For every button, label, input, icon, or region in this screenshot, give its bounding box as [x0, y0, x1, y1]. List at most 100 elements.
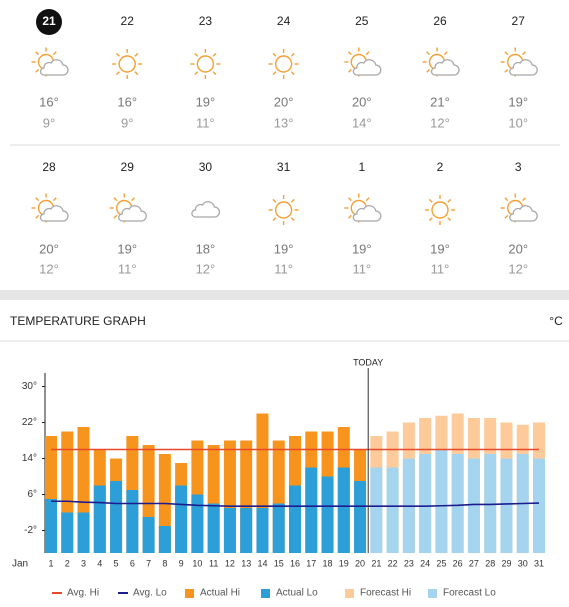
- high-temp: 19°: [508, 94, 528, 109]
- day-number: 30: [199, 160, 213, 174]
- bar: [207, 503, 220, 553]
- graph-unit: °C: [549, 314, 563, 328]
- today-label: TODAY: [353, 357, 383, 367]
- low-temp: 10°: [508, 115, 528, 130]
- x-axis-label: Jan: [12, 559, 28, 570]
- high-temp: 19°: [196, 94, 216, 109]
- sun-ray: [290, 217, 295, 222]
- x-tick-label: 2: [65, 558, 70, 568]
- x-tick-label: 23: [404, 558, 414, 568]
- bar: [61, 512, 74, 553]
- average-line: [51, 500, 540, 507]
- bar: [305, 467, 318, 553]
- day-number: 27: [512, 14, 526, 28]
- x-tick-label: 11: [209, 558, 218, 568]
- bar: [110, 481, 123, 553]
- cloud-icon: [509, 59, 538, 76]
- sun-icon: [118, 55, 136, 73]
- low-temp: 12°: [430, 115, 450, 130]
- low-temp: 14°: [352, 115, 372, 130]
- bar: [142, 517, 155, 553]
- x-tick-label: 10: [192, 558, 202, 568]
- high-temp: 20°: [39, 241, 59, 256]
- sun-ray: [443, 51, 448, 56]
- bar: [500, 458, 513, 553]
- x-tick-label: 31: [534, 558, 544, 568]
- x-tick-label: 30: [518, 558, 528, 568]
- x-tick-label: 7: [146, 558, 151, 568]
- y-tick-label: 22°: [22, 417, 37, 428]
- sun-ray: [426, 51, 431, 56]
- sun-ray: [212, 52, 217, 57]
- sun-ray: [426, 68, 431, 73]
- high-temp: 21°: [430, 94, 450, 109]
- high-temp: 16°: [117, 94, 137, 109]
- bar: [272, 503, 285, 553]
- x-tick-label: 26: [453, 558, 463, 568]
- legend-swatch: [345, 589, 354, 598]
- bar: [467, 458, 480, 553]
- cloud-icon: [352, 59, 382, 76]
- sun-ray: [212, 71, 217, 76]
- cloud-icon: [191, 201, 220, 218]
- bar: [191, 494, 204, 553]
- y-tick-label: -2°: [24, 525, 37, 536]
- bar: [354, 481, 367, 553]
- day-number: 23: [199, 14, 213, 28]
- x-tick-label: 14: [257, 558, 267, 568]
- sun-ray: [428, 217, 433, 222]
- day-number: 29: [121, 160, 135, 174]
- high-temp: 19°: [430, 241, 450, 256]
- sun-ray: [272, 198, 277, 203]
- bar: [484, 454, 497, 553]
- sun-ray: [194, 71, 199, 76]
- sun-ray: [194, 52, 199, 57]
- legend-label: Avg. Lo: [133, 588, 167, 599]
- sun-ray: [290, 198, 295, 203]
- sun-ray: [348, 51, 352, 56]
- bar: [93, 485, 106, 553]
- sun-ray: [290, 71, 295, 76]
- bar: [435, 449, 448, 553]
- sun-ray: [116, 52, 120, 57]
- sun-ray: [365, 51, 370, 56]
- sun-ray: [504, 68, 509, 73]
- bar: [126, 490, 139, 553]
- bar: [175, 485, 188, 553]
- day-number: 28: [42, 160, 56, 174]
- sun-ray: [134, 52, 139, 57]
- high-temp: 20°: [508, 241, 528, 256]
- x-tick-label: 27: [469, 558, 479, 568]
- sun-ray: [272, 71, 277, 76]
- sun-ray: [35, 68, 40, 73]
- legend-label: Forecast Lo: [443, 588, 496, 599]
- sun-ray: [348, 197, 352, 202]
- bar: [321, 476, 334, 553]
- x-tick-label: 25: [436, 558, 446, 568]
- y-tick-label: 6°: [27, 489, 37, 500]
- low-temp: 11°: [118, 261, 137, 276]
- sun-ray: [272, 52, 277, 57]
- low-temp: 12°: [508, 261, 528, 276]
- x-tick-label: 21: [371, 558, 381, 568]
- x-tick-label: 17: [306, 558, 316, 568]
- sun-ray: [522, 197, 526, 202]
- legend-label: Actual Hi: [200, 588, 240, 599]
- bar: [451, 454, 464, 553]
- sun-icon: [274, 55, 293, 73]
- sun-ray: [348, 214, 352, 219]
- sun-ray: [35, 214, 40, 219]
- day-number: 31: [277, 160, 291, 174]
- low-temp: 11°: [274, 261, 293, 276]
- sun-ray: [131, 197, 135, 202]
- bar: [386, 467, 399, 553]
- low-temp: 9°: [43, 115, 55, 130]
- x-tick-label: 6: [130, 558, 135, 568]
- sun-ray: [504, 197, 509, 202]
- legend-label: Actual Lo: [276, 588, 318, 599]
- section-band: [0, 290, 569, 300]
- x-tick-label: 8: [162, 558, 167, 568]
- x-tick-label: 18: [323, 558, 333, 568]
- sun-ray: [52, 197, 57, 202]
- low-temp: 11°: [431, 261, 450, 276]
